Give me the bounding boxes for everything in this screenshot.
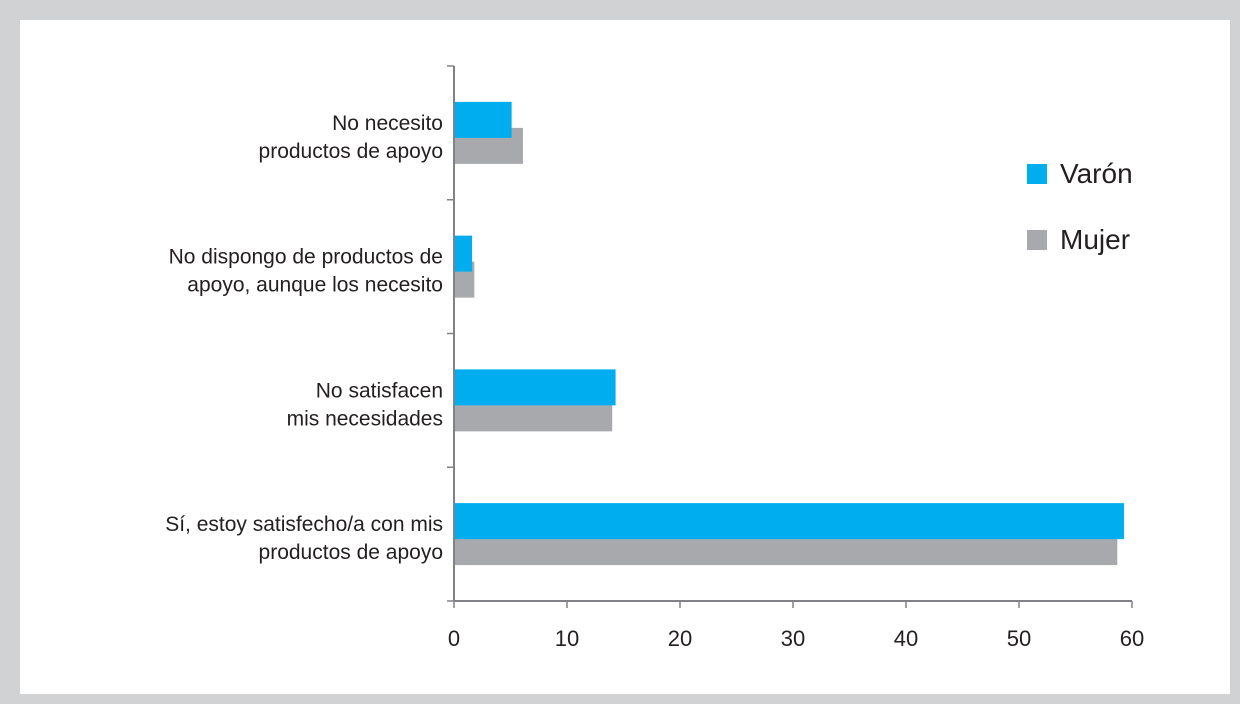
x-tick-label: 0 — [448, 626, 460, 651]
category-label: No satisfacen mis necesidades — [287, 379, 443, 430]
legend-label-varon: Varón — [1060, 158, 1133, 189]
category-label: No dispongo de productos de apoyo, aunque… — [169, 246, 443, 297]
category-label: No necesito productos de apoyo — [259, 112, 443, 163]
axes-group — [447, 65, 1133, 608]
x-tick-label: 20 — [668, 626, 692, 651]
category-label-line: No dispongo de productos de — [169, 246, 443, 269]
x-tick-label: 60 — [1120, 626, 1144, 651]
x-tick-label: 30 — [781, 626, 805, 651]
x-tick-label: 50 — [1007, 626, 1031, 651]
bar-varon-2 — [454, 235, 473, 272]
category-labels: Sí, estoy satisfecho/a con mis productos … — [165, 112, 443, 564]
legend-label-mujer: Mujer — [1060, 224, 1130, 255]
category-label: Sí, estoy satisfecho/a con mis productos … — [165, 513, 443, 564]
x-tick-labels: 0 10 20 30 40 50 60 — [448, 626, 1144, 651]
bar-varon-0 — [454, 503, 1125, 540]
x-tick-label: 40 — [894, 626, 918, 651]
bar-varon-3 — [454, 101, 512, 138]
x-tick-label: 10 — [555, 626, 579, 651]
legend: Varón Mujer — [1027, 158, 1133, 255]
legend-swatch-varon — [1027, 164, 1047, 184]
legend-swatch-mujer — [1027, 230, 1047, 250]
bars-group — [454, 101, 1125, 566]
category-label-line: mis necesidades — [287, 407, 443, 430]
category-label-line: No satisfacen — [316, 379, 443, 402]
category-label-line: No necesito — [332, 112, 443, 135]
category-label-line: Sí, estoy satisfecho/a con mis — [165, 513, 443, 536]
category-label-line: apoyo, aunque los necesito — [187, 274, 443, 297]
category-label-line: productos de apoyo — [259, 140, 443, 163]
category-label-line: productos de apoyo — [259, 541, 443, 564]
bar-varon-1 — [454, 369, 616, 406]
